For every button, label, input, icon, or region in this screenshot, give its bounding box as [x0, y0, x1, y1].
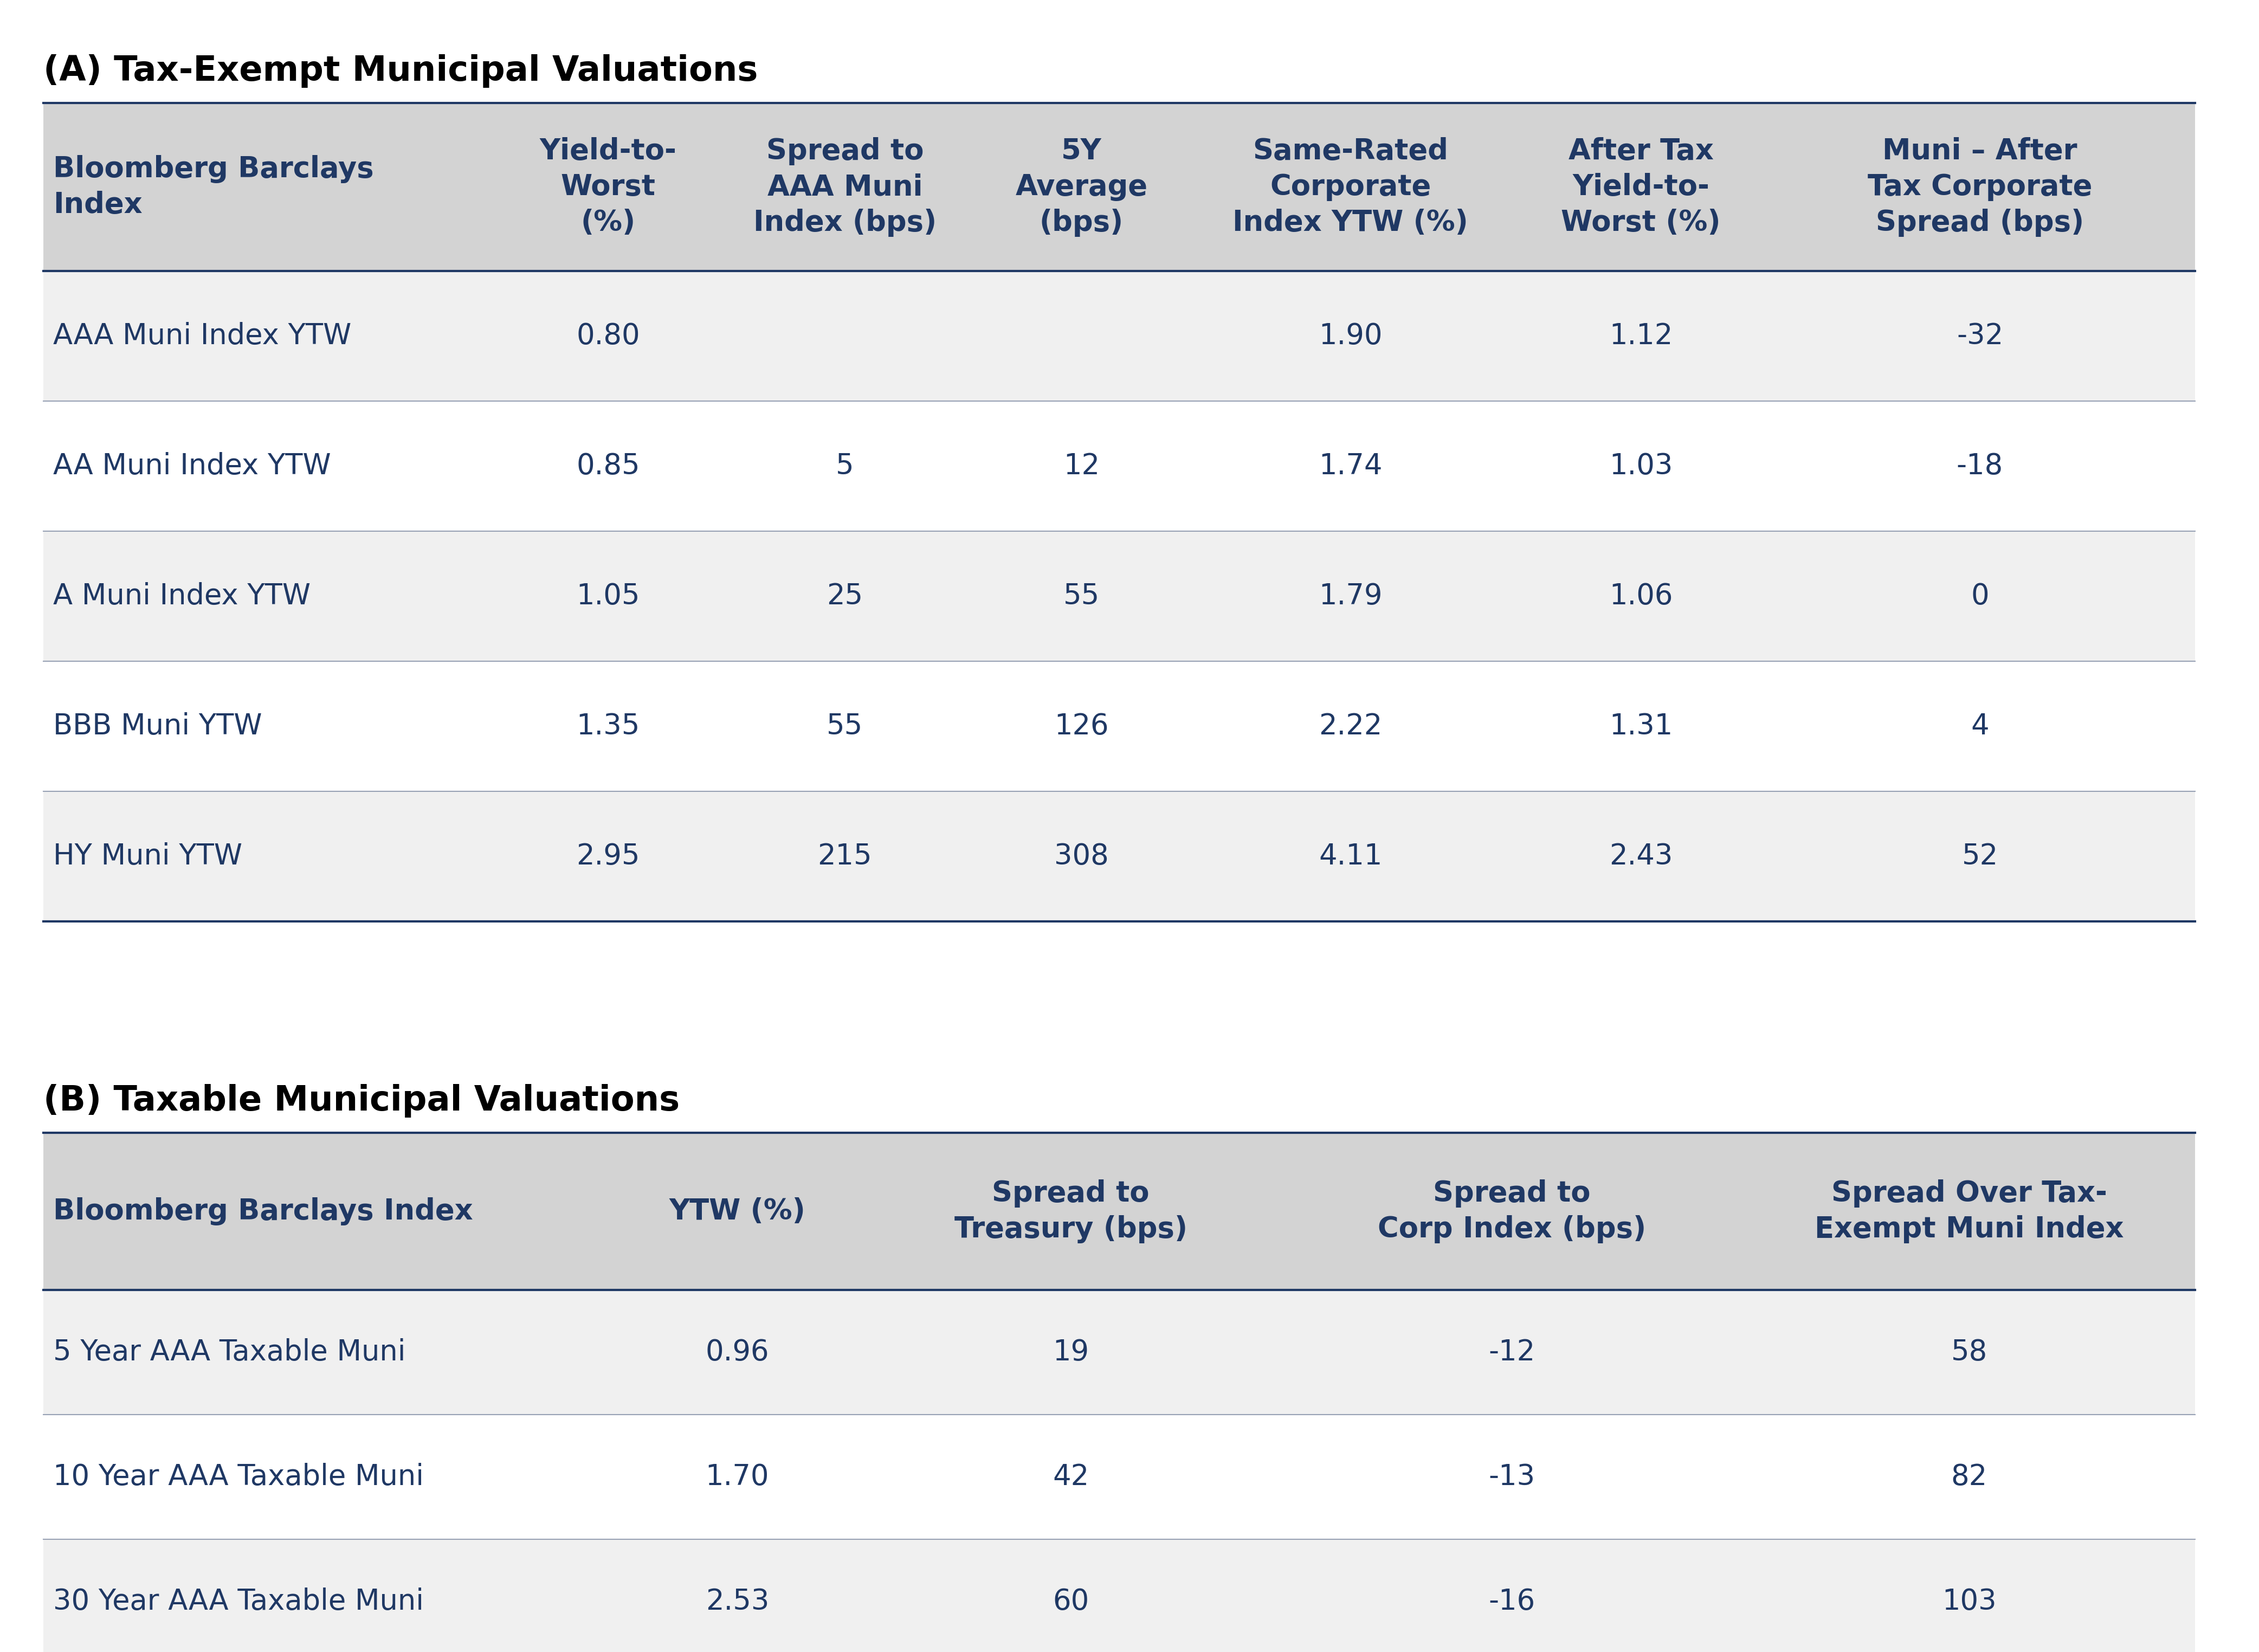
Text: 60: 60	[1053, 1588, 1089, 1616]
Text: 308: 308	[1055, 843, 1109, 871]
Text: After Tax
Yield-to-
Worst (%): After Tax Yield-to- Worst (%)	[1561, 137, 1721, 236]
Text: Spread to
Treasury (bps): Spread to Treasury (bps)	[953, 1180, 1188, 1244]
Text: Muni – After
Tax Corporate
Spread (bps): Muni – After Tax Corporate Spread (bps)	[1868, 137, 2092, 236]
Text: -16: -16	[1489, 1588, 1536, 1616]
Text: Bloomberg Barclays
Index: Bloomberg Barclays Index	[54, 155, 373, 220]
Text: 25: 25	[827, 582, 863, 610]
Text: Bloomberg Barclays Index: Bloomberg Barclays Index	[54, 1198, 472, 1226]
Text: 52: 52	[1961, 843, 1997, 871]
Text: 42: 42	[1053, 1462, 1089, 1492]
Text: Spread to
AAA Muni
Index (bps): Spread to AAA Muni Index (bps)	[752, 137, 937, 236]
Text: 0.80: 0.80	[576, 322, 639, 350]
Text: 1.03: 1.03	[1608, 453, 1674, 481]
Text: AA Muni Index YTW: AA Muni Index YTW	[54, 453, 332, 481]
Text: 1.70: 1.70	[705, 1462, 768, 1492]
Text: 2.43: 2.43	[1608, 843, 1674, 871]
Text: 82: 82	[1952, 1462, 1988, 1492]
Text: Spread Over Tax-
Exempt Muni Index: Spread Over Tax- Exempt Muni Index	[1814, 1180, 2123, 1244]
Bar	[43, 1290, 2196, 1414]
Text: 1.12: 1.12	[1608, 322, 1672, 350]
Text: -32: -32	[1956, 322, 2004, 350]
Text: BBB Muni YTW: BBB Muni YTW	[54, 712, 262, 740]
Text: -12: -12	[1489, 1338, 1536, 1366]
Text: 1.06: 1.06	[1608, 582, 1674, 610]
Text: 2.22: 2.22	[1319, 712, 1383, 740]
Bar	[43, 791, 2196, 922]
Bar	[43, 401, 2196, 532]
Text: 0.96: 0.96	[705, 1338, 768, 1366]
Text: 10 Year AAA Taxable Muni: 10 Year AAA Taxable Muni	[54, 1462, 425, 1492]
Bar	[43, 1133, 2196, 1290]
Text: 5 Year AAA Taxable Muni: 5 Year AAA Taxable Muni	[54, 1338, 407, 1366]
Text: 2.95: 2.95	[576, 843, 639, 871]
Bar	[43, 1414, 2196, 1540]
Text: 126: 126	[1055, 712, 1109, 740]
Text: 103: 103	[1943, 1588, 1997, 1616]
Text: Spread to
Corp Index (bps): Spread to Corp Index (bps)	[1378, 1180, 1647, 1244]
Text: 55: 55	[1064, 582, 1100, 610]
Bar	[43, 102, 2196, 271]
Text: 19: 19	[1053, 1338, 1089, 1366]
Text: AAA Muni Index YTW: AAA Muni Index YTW	[54, 322, 352, 350]
Text: 0.85: 0.85	[576, 453, 639, 481]
Bar	[43, 271, 2196, 401]
Text: Same-Rated
Corporate
Index YTW (%): Same-Rated Corporate Index YTW (%)	[1233, 137, 1468, 236]
Text: 1.05: 1.05	[576, 582, 639, 610]
Text: 1.74: 1.74	[1319, 453, 1383, 481]
Bar	[43, 1540, 2196, 1652]
Text: 2.53: 2.53	[705, 1588, 768, 1616]
Text: 1.35: 1.35	[576, 712, 639, 740]
Text: 12: 12	[1064, 453, 1100, 481]
Text: 5Y
Average
(bps): 5Y Average (bps)	[1017, 137, 1148, 236]
Text: A Muni Index YTW: A Muni Index YTW	[54, 582, 309, 610]
Text: 5: 5	[836, 453, 854, 481]
Text: -18: -18	[1956, 453, 2004, 481]
Text: 58: 58	[1952, 1338, 1988, 1366]
Text: Yield-to-
Worst
(%): Yield-to- Worst (%)	[540, 137, 678, 236]
Text: YTW (%): YTW (%)	[669, 1198, 806, 1226]
Text: 4: 4	[1970, 712, 1988, 740]
Text: 1.90: 1.90	[1319, 322, 1383, 350]
Text: -13: -13	[1489, 1462, 1536, 1492]
Text: 0: 0	[1970, 582, 1988, 610]
Bar	[43, 532, 2196, 661]
Text: 30 Year AAA Taxable Muni: 30 Year AAA Taxable Muni	[54, 1588, 425, 1616]
Text: 1.31: 1.31	[1608, 712, 1672, 740]
Text: HY Muni YTW: HY Muni YTW	[54, 843, 242, 871]
Text: 215: 215	[818, 843, 872, 871]
Bar	[43, 661, 2196, 791]
Text: (B) Taxable Municipal Valuations: (B) Taxable Municipal Valuations	[43, 1084, 680, 1118]
Text: 1.79: 1.79	[1319, 582, 1383, 610]
Text: (A) Tax-Exempt Municipal Valuations: (A) Tax-Exempt Municipal Valuations	[43, 55, 759, 88]
Text: 55: 55	[827, 712, 863, 740]
Text: 4.11: 4.11	[1319, 843, 1383, 871]
